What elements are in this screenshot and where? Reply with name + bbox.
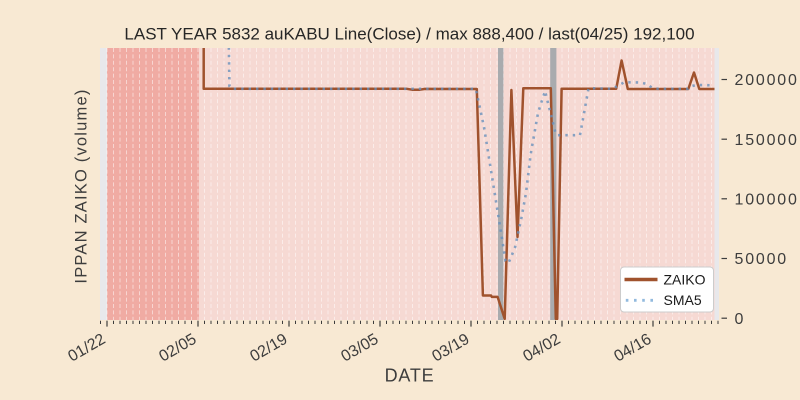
svg-text:0: 0 (735, 311, 746, 328)
svg-text:150000: 150000 (735, 132, 799, 149)
svg-text:SMA5: SMA5 (664, 292, 702, 308)
svg-text:200000: 200000 (735, 72, 799, 89)
svg-text:IPPAN ZAIKO (volume): IPPAN ZAIKO (volume) (73, 88, 91, 283)
svg-text:ZAIKO: ZAIKO (664, 272, 706, 288)
svg-text:LAST YEAR 5832 auKABU Line(Clo: LAST YEAR 5832 auKABU Line(Close) / max … (124, 25, 694, 44)
svg-text:100000: 100000 (735, 191, 799, 208)
svg-text:DATE: DATE (385, 366, 435, 386)
svg-text:50000: 50000 (735, 251, 789, 268)
